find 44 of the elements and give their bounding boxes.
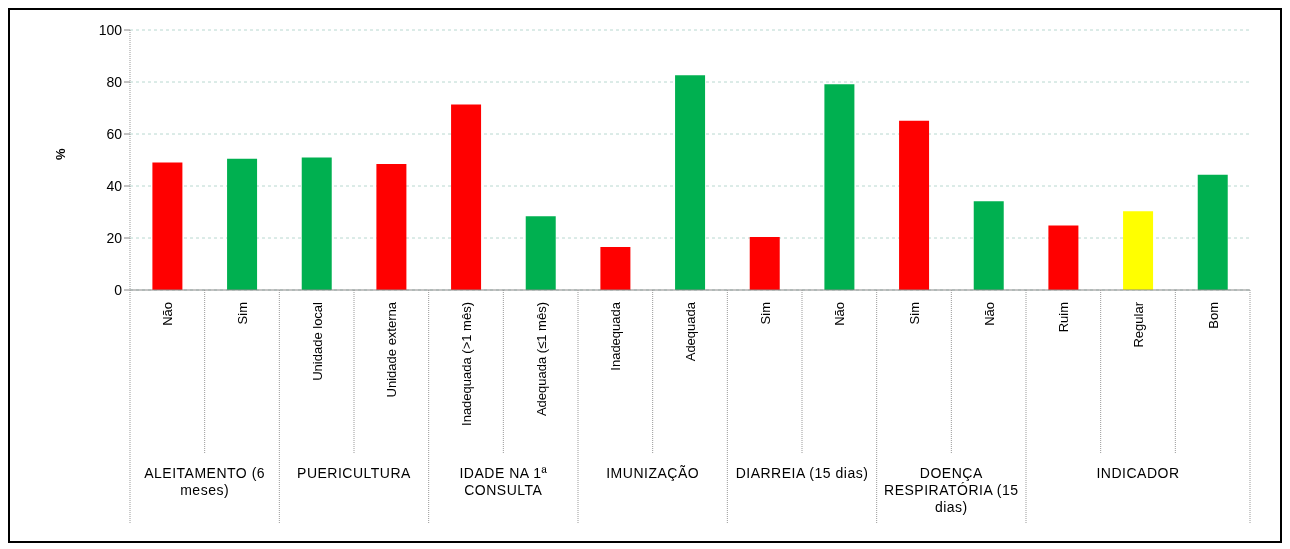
x-tick-label: Sim xyxy=(757,302,773,325)
bar xyxy=(899,120,930,290)
y-tick-label: 100 xyxy=(98,21,123,38)
x-tick-label: Inadequada xyxy=(608,301,624,371)
x-tick-label: Não xyxy=(832,302,848,326)
x-tick-label: Não xyxy=(981,302,997,326)
bar xyxy=(227,158,258,290)
text: INDICADOR xyxy=(1095,465,1181,482)
text: IDADE NA 1ª CONSULTA xyxy=(458,465,549,499)
x-tick-label: Regular xyxy=(1131,301,1146,348)
bar xyxy=(152,162,183,290)
text: DIARREIA (15 dias) xyxy=(734,465,870,482)
bar xyxy=(675,75,706,290)
y-axis-title: % xyxy=(52,148,68,160)
bar xyxy=(749,236,780,290)
x-tick-label: Unidade externa xyxy=(384,301,400,398)
x-tick-label: Adequada xyxy=(683,301,698,362)
y-tick-label: 80 xyxy=(106,73,123,90)
bar xyxy=(1048,225,1079,290)
bar xyxy=(600,247,631,290)
text: ALEITAMENTO (6 meses) xyxy=(143,465,267,499)
y-tick-label: 0 xyxy=(114,281,123,298)
x-tick-label: Adequada (≤1 mês) xyxy=(533,302,549,417)
bar xyxy=(973,201,1004,290)
x-tick-label: Sim xyxy=(907,302,922,325)
bar xyxy=(1123,211,1154,290)
text: PUERICULTURA xyxy=(296,465,412,482)
x-tick-label: Sim xyxy=(235,302,250,325)
y-tick-label: 20 xyxy=(106,229,123,246)
x-tick-label: Não xyxy=(160,302,176,326)
y-tick-label: 40 xyxy=(106,177,123,194)
text: IMUNIZAÇÃO xyxy=(605,465,701,482)
text: DOENÇA RESPIRATÓRIA (15 dias) xyxy=(883,465,1020,516)
bar xyxy=(301,157,332,290)
bar xyxy=(824,84,855,290)
bar xyxy=(525,216,556,290)
x-tick-label: Unidade local xyxy=(309,301,325,381)
x-tick-label: Bom xyxy=(1205,302,1221,329)
bar xyxy=(376,163,407,290)
bar xyxy=(451,104,482,290)
bar xyxy=(1197,174,1228,290)
x-tick-label: Ruim xyxy=(1056,302,1072,333)
y-tick-label: 60 xyxy=(106,125,123,142)
x-tick-label: Inadequada (>1 mês) xyxy=(459,302,474,426)
